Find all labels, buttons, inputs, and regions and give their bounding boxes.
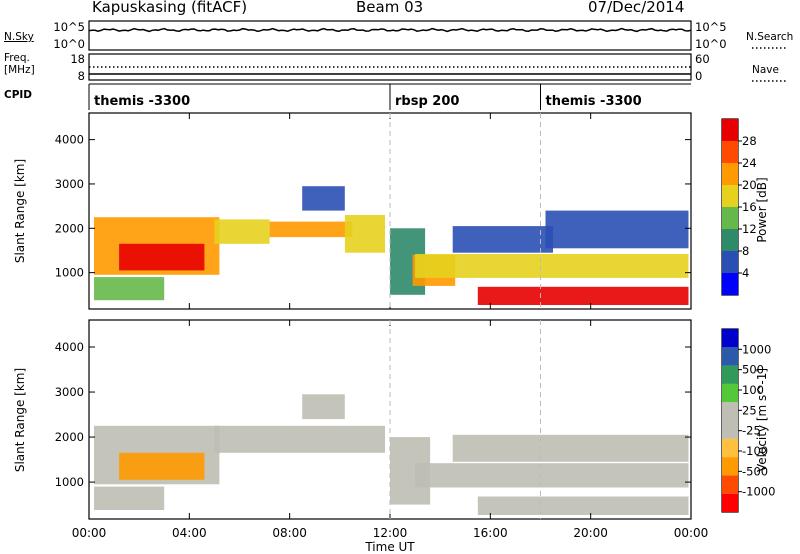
power-colorbar-cell xyxy=(722,141,738,163)
velocity-colorbar-tick-label: -25 xyxy=(742,424,761,438)
x-axis-title: Time UT xyxy=(364,540,415,554)
nave-label: Nave xyxy=(752,64,779,76)
freq-tick-label: 8 xyxy=(78,69,85,83)
power-colorbar-cell xyxy=(722,163,738,185)
power-colorbar-tick-label: 8 xyxy=(742,244,749,258)
nave-tick-label: 60 xyxy=(695,52,710,66)
nsky-panel-frame xyxy=(88,20,692,51)
nsky-tick-label: 10^0 xyxy=(53,37,85,51)
velocity-colorbar-tick-label: 500 xyxy=(742,363,764,377)
velocity-echo-region-6 xyxy=(415,463,689,488)
power-colorbar-cell xyxy=(722,273,738,295)
velocity-colorbar-cell xyxy=(722,329,738,348)
power-colorbar-cell xyxy=(722,229,738,251)
power-colorbar-tick-label: 12 xyxy=(742,222,757,236)
power-echo-region-12 xyxy=(477,286,689,305)
velocity-colorbar-cell xyxy=(722,383,738,403)
power-colorbar-tick-label: 24 xyxy=(742,156,757,170)
freq-tick-label: 18 xyxy=(70,52,85,66)
velocity-colorbar-title: Velocity [m s^-1] xyxy=(755,368,769,472)
velocity-colorbar-cell xyxy=(722,438,738,458)
nsearch-tick-label: 10^0 xyxy=(695,37,727,51)
velocity-colorbar-cell xyxy=(722,457,738,476)
date-title: 07/Dec/2014 xyxy=(588,0,685,16)
x-tick-label: 00:00 xyxy=(72,526,107,540)
nsky-tick-label: 10^5 xyxy=(53,20,85,34)
velocity-y-tick-label: 1000 xyxy=(55,475,84,489)
velocity-colorbar-cell xyxy=(722,365,738,384)
power-echo-region-3 xyxy=(214,219,270,244)
velocity-echo-region-4 xyxy=(302,394,345,420)
power-echo-region-5 xyxy=(302,186,345,211)
velocity-y-tick-label: 4000 xyxy=(55,340,84,354)
beam-title: Beam 03 xyxy=(356,0,424,16)
velocity-colorbar-tick-label: -500 xyxy=(742,464,768,478)
velocity-colorbar-cell xyxy=(722,475,738,494)
x-tick-label: 20:00 xyxy=(573,526,608,540)
velocity-colorbar-tick-label: 1000 xyxy=(742,342,771,356)
power-y-axis-title: Slant Range [km] xyxy=(13,159,27,263)
x-tick-label: 12:00 xyxy=(373,526,408,540)
power-y-tick-label: 4000 xyxy=(55,133,84,147)
freq-unit-label: [MHz] xyxy=(4,64,35,76)
power-colorbar-cell xyxy=(722,185,738,207)
velocity-echo-region-3 xyxy=(214,425,385,453)
velocity-colorbar-cell xyxy=(722,402,738,421)
velocity-colorbar-tick-label: -100 xyxy=(742,444,768,458)
power-y-tick-label: 3000 xyxy=(55,177,84,191)
nsearch-label: N.Search xyxy=(746,31,794,43)
power-colorbar-cell xyxy=(722,119,738,141)
power-echo-region-4 xyxy=(269,221,353,238)
power-echo-region-10 xyxy=(452,226,553,253)
x-tick-label: 04:00 xyxy=(172,526,207,540)
velocity-y-tick-label: 3000 xyxy=(55,385,84,399)
cpid-segment-label: themis -3300 xyxy=(546,94,642,109)
velocity-colorbar-cell xyxy=(722,420,738,439)
velocity-echo-region-7 xyxy=(477,496,689,515)
station-title: Kapuskasing (fitACF) xyxy=(92,0,248,16)
power-colorbar-tick-label: 20 xyxy=(742,178,757,192)
nsky-label: N.Sky xyxy=(4,31,34,43)
power-y-tick-label: 2000 xyxy=(55,221,84,235)
power-echo-region-2 xyxy=(94,277,165,301)
velocity-colorbar-tick-label: 100 xyxy=(742,383,764,397)
power-colorbar-title: Power [dB] xyxy=(755,177,769,242)
cpid-segment-label: rbsp 200 xyxy=(395,94,459,109)
velocity-colorbar-tick-label: 25 xyxy=(742,403,757,417)
power-echo-region-6 xyxy=(344,215,385,253)
x-tick-label: 00:00 xyxy=(674,526,709,540)
power-colorbar-tick-label: 4 xyxy=(742,266,749,280)
nave-tick-label: 0 xyxy=(695,69,702,83)
freq-label: Freq. xyxy=(4,52,30,64)
nsky-trace xyxy=(88,27,692,33)
velocity-echo-region-1 xyxy=(119,452,205,480)
power-colorbar-tick-label: 16 xyxy=(742,200,757,214)
velocity-colorbar-cell xyxy=(722,493,738,512)
x-tick-label: 08:00 xyxy=(272,526,307,540)
cpid-label: CPID xyxy=(4,89,33,101)
cpid-segment-label: themis -3300 xyxy=(94,94,190,109)
power-echo-region-1 xyxy=(119,243,205,271)
velocity-echo-region-8 xyxy=(452,434,689,462)
power-colorbar-cell xyxy=(722,251,738,273)
power-colorbar-cell xyxy=(722,207,738,229)
power-colorbar-tick-label: 28 xyxy=(742,134,757,148)
velocity-colorbar-cell xyxy=(722,347,738,366)
velocity-echo-region-2 xyxy=(94,486,165,510)
nsearch-tick-label: 10^5 xyxy=(695,20,727,34)
power-echo-region-11 xyxy=(545,210,689,249)
velocity-y-tick-label: 2000 xyxy=(55,430,84,444)
power-echo-region-9 xyxy=(415,254,689,278)
velocity-y-axis-title: Slant Range [km] xyxy=(13,368,27,472)
x-tick-label: 16:00 xyxy=(473,526,508,540)
power-y-tick-label: 1000 xyxy=(55,266,84,280)
velocity-colorbar-tick-label: -1000 xyxy=(742,485,775,499)
